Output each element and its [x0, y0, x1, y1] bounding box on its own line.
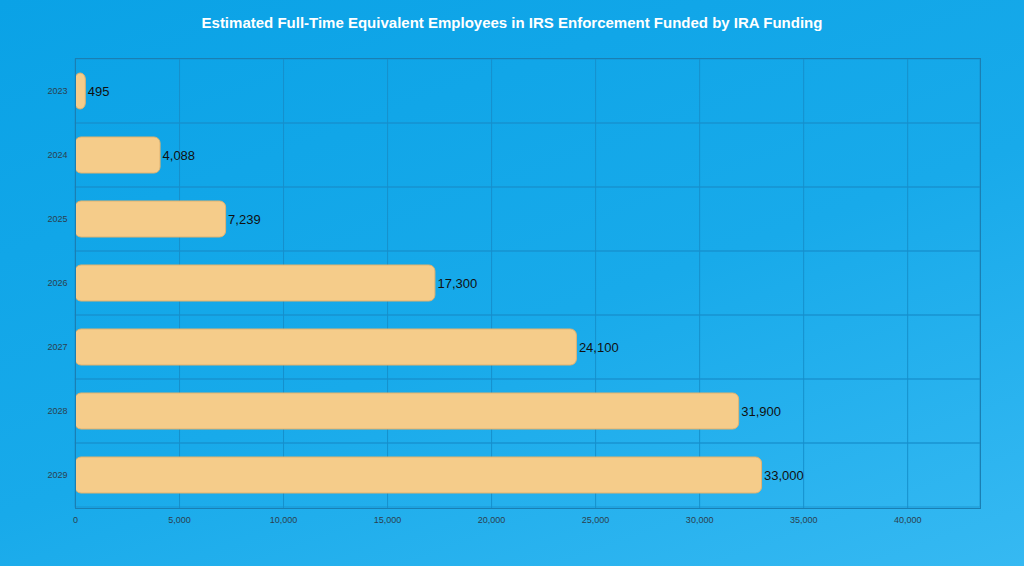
svg-text:20,000: 20,000 — [478, 515, 506, 525]
svg-text:15,000: 15,000 — [374, 515, 402, 525]
svg-text:495: 495 — [88, 84, 110, 99]
svg-text:10,000: 10,000 — [270, 515, 298, 525]
svg-text:33,000: 33,000 — [764, 468, 804, 483]
svg-text:2028: 2028 — [47, 406, 67, 416]
svg-text:7,239: 7,239 — [228, 212, 261, 227]
svg-text:5,000: 5,000 — [168, 515, 191, 525]
html-text:Estimated Full-Time Equivalent: Estimated Full-Time Equivalent Employees… — [201, 14, 823, 31]
svg-text:0: 0 — [73, 515, 78, 525]
svg-text:2023: 2023 — [47, 86, 67, 96]
svg-text:2027: 2027 — [47, 342, 67, 352]
svg-text:30,000: 30,000 — [686, 515, 714, 525]
svg-text:2024: 2024 — [47, 150, 67, 160]
svg-text:24,100: 24,100 — [579, 340, 619, 355]
svg-text:40,000: 40,000 — [894, 515, 922, 525]
svg-text:25,000: 25,000 — [582, 515, 610, 525]
svg-text:2029: 2029 — [47, 470, 67, 480]
svg-text:35,000: 35,000 — [790, 515, 818, 525]
svg-text:31,900: 31,900 — [741, 404, 781, 419]
svg-text:17,300: 17,300 — [437, 276, 477, 291]
svg-text:2026: 2026 — [47, 278, 67, 288]
svg-text:4,088: 4,088 — [163, 148, 196, 163]
svg-text:2025: 2025 — [47, 214, 67, 224]
